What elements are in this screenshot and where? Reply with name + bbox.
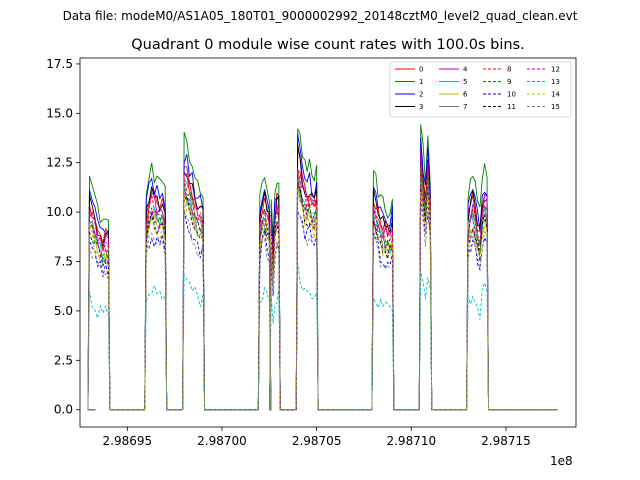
legend-label: 13 [551,78,560,86]
series-line-13 [87,264,558,411]
chart-title: Quadrant 0 module wise count rates with … [131,37,525,53]
x-tick-label: 2.98710 [386,434,436,448]
y-tick-label: 17.5 [46,57,73,71]
x-tick-label: 2.98700 [197,434,247,448]
legend-label: 14 [551,91,560,99]
legend-label: 12 [551,66,560,74]
y-tick-label: 2.5 [54,353,73,367]
series-layer [87,124,558,411]
series-line-14 [87,188,558,411]
legend-label: 15 [551,103,560,111]
series-line-1 [87,124,558,411]
y-axis: 0.0 2.5 5.0 7.5 10.0 12.5 15.0 17.5 [46,57,80,417]
y-tick-label: 5.0 [54,304,73,318]
x-tick-label: 2.98715 [481,434,531,448]
y-tick-label: 7.5 [54,255,73,269]
y-tick-label: 12.5 [46,156,73,170]
y-tick-label: 10.0 [46,205,73,219]
y-tick-label: 15.0 [46,106,73,120]
plot-area [79,57,577,428]
legend-label: 5 [463,78,467,86]
series-line-12 [87,177,558,411]
x-offset-label: 1e8 [550,454,573,468]
legend-label: 4 [463,66,468,74]
legend-label: 10 [507,91,516,99]
series-line-9 [87,171,558,411]
legend-label: 2 [419,91,423,99]
figure-suptitle: Data file: modeM0/AS1A05_180T01_90000029… [63,9,578,23]
legend-label: 8 [507,66,511,74]
legend-label: 9 [507,78,511,86]
series-line-8 [87,168,558,411]
y-tick-label: 0.0 [54,403,73,417]
legend-label: 3 [419,103,423,111]
axes-frame [79,57,577,428]
legend-label: 6 [463,91,468,99]
legend-label: 7 [463,103,467,111]
series-line-15 [87,203,558,411]
legend-label: 0 [419,66,423,74]
legend-label: 1 [419,78,423,86]
legend-frame [389,61,572,118]
legend-label: 11 [507,103,516,111]
x-tick-label: 2.98705 [292,434,342,448]
x-axis: 2.98695 2.98700 2.98705 2.98710 2.98715 [103,427,531,448]
x-tick-label: 2.98695 [103,434,153,448]
